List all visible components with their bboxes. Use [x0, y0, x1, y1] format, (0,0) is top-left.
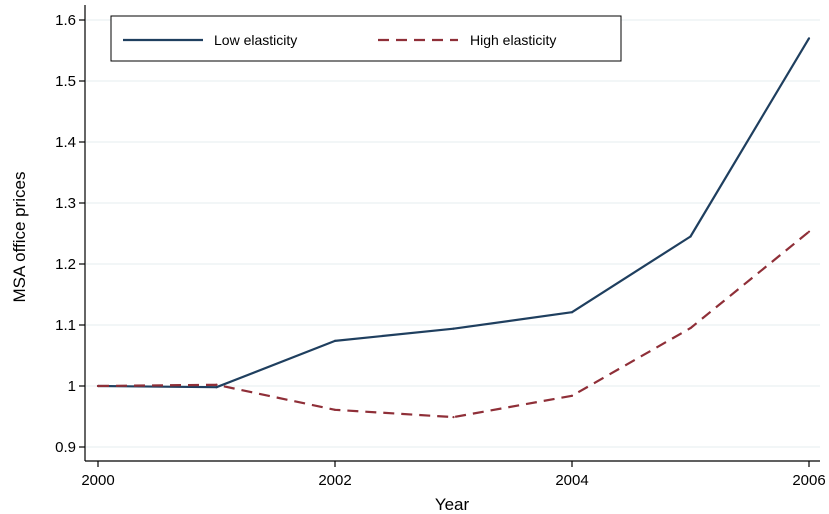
gridlines: [86, 19, 820, 448]
y-tick-label: 1.4: [55, 134, 76, 151]
y-axis-ticks: 0.9 1 1.1 1.2 1.3 1.4 1.5 1.6: [55, 12, 85, 456]
data-point-low-elasticity-2002: [333, 339, 337, 342]
x-axis-title: Year: [435, 495, 470, 514]
legend-box: [110, 15, 622, 62]
y-tick-label: 1.5: [55, 73, 76, 90]
data-point-high-elasticity-2002: [333, 408, 337, 411]
y-tick-label: 1.3: [55, 195, 76, 212]
x-tick-label: 2004: [555, 472, 588, 489]
y-tick-label: 1.6: [55, 12, 76, 29]
legend: Low elasticity High elasticity: [110, 15, 622, 62]
series-line-high-elasticity: [97, 230, 810, 419]
data-point-high-elasticity-2000: [96, 384, 100, 388]
x-axis-ticks: 2000 2002 2004 2006: [81, 461, 826, 489]
y-tick-label: 1: [68, 378, 76, 395]
y-tick-label: 0.9: [55, 439, 76, 456]
x-tick-label: 2006: [792, 472, 825, 489]
legend-label-high-elasticity: High elasticity: [470, 32, 556, 48]
data-point-low-elasticity-2001: [215, 386, 218, 389]
data-point-high-elasticity-2005: [689, 326, 692, 330]
legend-label-low-elasticity: Low elasticity: [214, 32, 297, 48]
y-tick-label: 1.2: [55, 256, 76, 273]
data-point-low-elasticity-2005: [689, 235, 692, 238]
data-point-low-elasticity-2006: [807, 37, 811, 40]
data-point-high-elasticity-2003: [452, 416, 455, 419]
data-point-low-elasticity-2003: [452, 327, 455, 330]
data-point-high-elasticity-2001: [215, 383, 218, 386]
series-lines: [96, 37, 811, 419]
data-point-high-elasticity-2004: [570, 394, 574, 397]
data-point-low-elasticity-2004: [570, 311, 574, 314]
x-tick-label: 2002: [318, 472, 351, 489]
y-axis-title: MSA office prices: [10, 171, 29, 302]
y-tick-label: 1.1: [55, 317, 76, 334]
series-line-low-elasticity: [97, 37, 810, 389]
data-point-high-elasticity-2006: [807, 230, 811, 233]
x-tick-label: 2000: [81, 472, 114, 489]
